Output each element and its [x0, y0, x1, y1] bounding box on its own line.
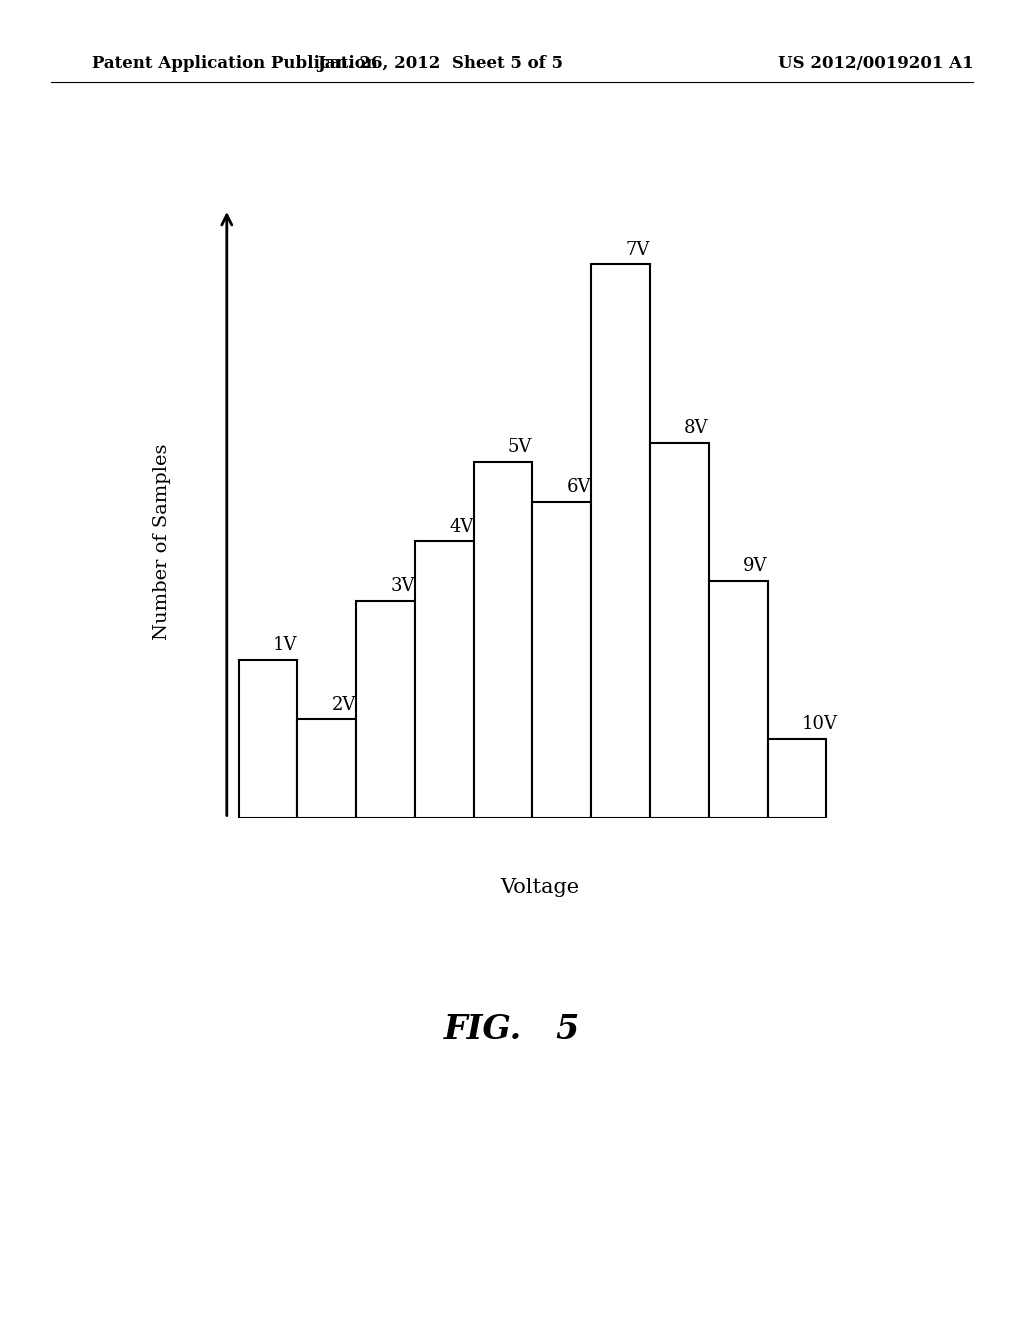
Text: Voltage: Voltage [501, 878, 580, 896]
Text: 3V: 3V [390, 577, 415, 595]
Bar [356, 601, 415, 818]
Text: Number of Samples: Number of Samples [154, 444, 171, 640]
Text: Patent Application Publication: Patent Application Publication [92, 55, 378, 71]
Bar [474, 462, 532, 818]
Text: 9V: 9V [743, 557, 767, 576]
Bar [709, 581, 768, 818]
Bar [650, 442, 709, 818]
Text: 10V: 10V [802, 715, 838, 734]
Text: US 2012/0019201 A1: US 2012/0019201 A1 [778, 55, 974, 71]
Bar [239, 660, 297, 818]
Bar [768, 739, 826, 818]
Text: FIG.   5: FIG. 5 [443, 1014, 581, 1045]
Bar [297, 719, 356, 818]
Text: 6V: 6V [566, 478, 591, 496]
Text: 7V: 7V [626, 240, 650, 259]
Text: 5V: 5V [508, 438, 532, 457]
Bar [532, 502, 591, 818]
Text: Jan. 26, 2012  Sheet 5 of 5: Jan. 26, 2012 Sheet 5 of 5 [317, 55, 563, 71]
Text: 2V: 2V [332, 696, 355, 714]
Bar [591, 264, 650, 818]
Bar [415, 541, 474, 818]
Text: 8V: 8V [684, 418, 709, 437]
Text: 4V: 4V [449, 517, 473, 536]
Text: 1V: 1V [272, 636, 297, 655]
